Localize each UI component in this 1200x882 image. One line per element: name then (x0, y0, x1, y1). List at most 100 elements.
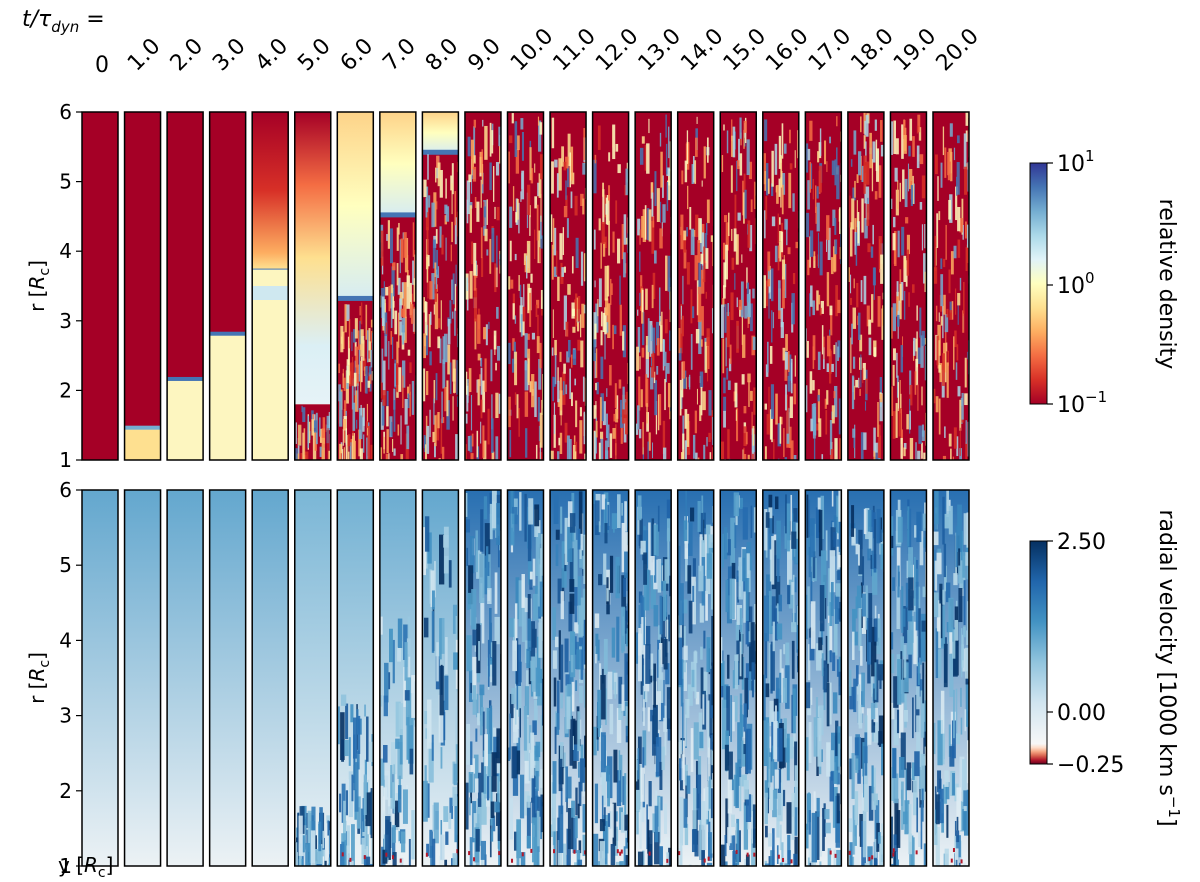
density-streak (445, 178, 447, 199)
velocity-streak (567, 808, 574, 850)
density-streak (903, 119, 906, 139)
density-streak (599, 431, 604, 439)
density-streak (853, 278, 855, 289)
density-streak (950, 151, 953, 182)
density-streak (775, 393, 778, 425)
density-front (379, 212, 416, 218)
density-streak (891, 386, 894, 416)
density-streak (328, 411, 330, 428)
density-streak (816, 423, 820, 431)
density-streak (570, 146, 574, 181)
density-streak (749, 224, 753, 252)
colorbar-tick-label: 101 (1057, 147, 1095, 177)
density-streak (666, 167, 670, 177)
velocity-streak (912, 697, 914, 739)
density-streak (565, 180, 567, 200)
density-streak (892, 364, 895, 386)
density-streak (919, 154, 924, 165)
velocity-streak (818, 637, 823, 651)
velocity-streak (640, 767, 645, 802)
velocity-streak (873, 707, 878, 723)
density-streak (360, 360, 362, 392)
density-streak (830, 257, 834, 275)
velocity-streak (380, 758, 385, 786)
density-streak (697, 240, 701, 263)
density-streak (489, 238, 492, 274)
velocity-streak (920, 804, 923, 850)
velocity-streak (575, 816, 578, 839)
velocity-streak (621, 606, 626, 652)
density-streak (576, 297, 579, 322)
density-streak (321, 428, 325, 460)
density-streak (817, 394, 820, 402)
density-streak (753, 181, 757, 210)
density-streak (358, 349, 361, 382)
velocity-streak (865, 585, 868, 630)
velocity-infall (678, 851, 681, 856)
velocity-panel (379, 489, 417, 867)
density-streak (916, 125, 919, 134)
velocity-streak (962, 551, 966, 578)
density-streak (553, 402, 556, 434)
velocity-streak (598, 521, 601, 533)
velocity-panel (421, 489, 460, 867)
velocity-streak (743, 780, 749, 800)
velocity-streak (765, 863, 770, 866)
density-streak (899, 283, 902, 320)
density-streak (933, 388, 936, 404)
density-streak (565, 195, 568, 207)
density-streak (515, 149, 520, 174)
velocity-streak (825, 822, 831, 834)
density-streak (353, 329, 356, 343)
velocity-streak (353, 717, 358, 759)
density-streak (433, 304, 435, 315)
density-streak (485, 324, 488, 346)
velocity-streak (905, 768, 907, 814)
velocity-infall (391, 855, 394, 860)
density-streak (915, 442, 917, 460)
velocity-streak (659, 664, 662, 680)
density-streak (553, 227, 557, 256)
velocity-streak (575, 680, 578, 691)
density-streak (849, 297, 853, 306)
velocity-streak (890, 816, 893, 859)
velocity-panel (336, 489, 375, 867)
density-streak (647, 208, 650, 241)
density-streak (641, 216, 644, 238)
density-streak (565, 384, 568, 395)
density-streak (948, 433, 952, 447)
velocity-streak (535, 667, 541, 697)
density-streak (604, 194, 607, 218)
velocity-streak (937, 770, 942, 793)
density-streak (853, 436, 855, 448)
density-streak (295, 422, 297, 444)
density-streak (961, 392, 964, 420)
density-streak (484, 125, 488, 160)
density-streak (429, 281, 433, 300)
density-streak (608, 185, 611, 201)
velocity-streak (955, 688, 958, 739)
density-streak (531, 332, 536, 340)
density-streak (865, 141, 867, 163)
velocity-streak (764, 792, 768, 825)
velocity-streak (472, 685, 477, 715)
velocity-streak (737, 722, 742, 768)
velocity-streak (353, 734, 356, 783)
velocity-streak (820, 550, 827, 599)
density-streak (736, 160, 738, 192)
density-panel (336, 111, 375, 461)
density-streak (582, 162, 586, 175)
velocity-streak (510, 513, 515, 546)
density-streak (729, 344, 732, 364)
density-streak (577, 296, 581, 322)
density-streak (595, 382, 597, 391)
velocity-streak (429, 829, 433, 858)
density-streak (516, 394, 519, 419)
density-streak (574, 378, 577, 386)
density-streak (681, 361, 684, 398)
velocity-streak (570, 631, 575, 655)
density-streak (963, 281, 965, 314)
density-streak (692, 306, 695, 319)
velocity-streak (908, 577, 914, 611)
density-streak (806, 340, 809, 358)
